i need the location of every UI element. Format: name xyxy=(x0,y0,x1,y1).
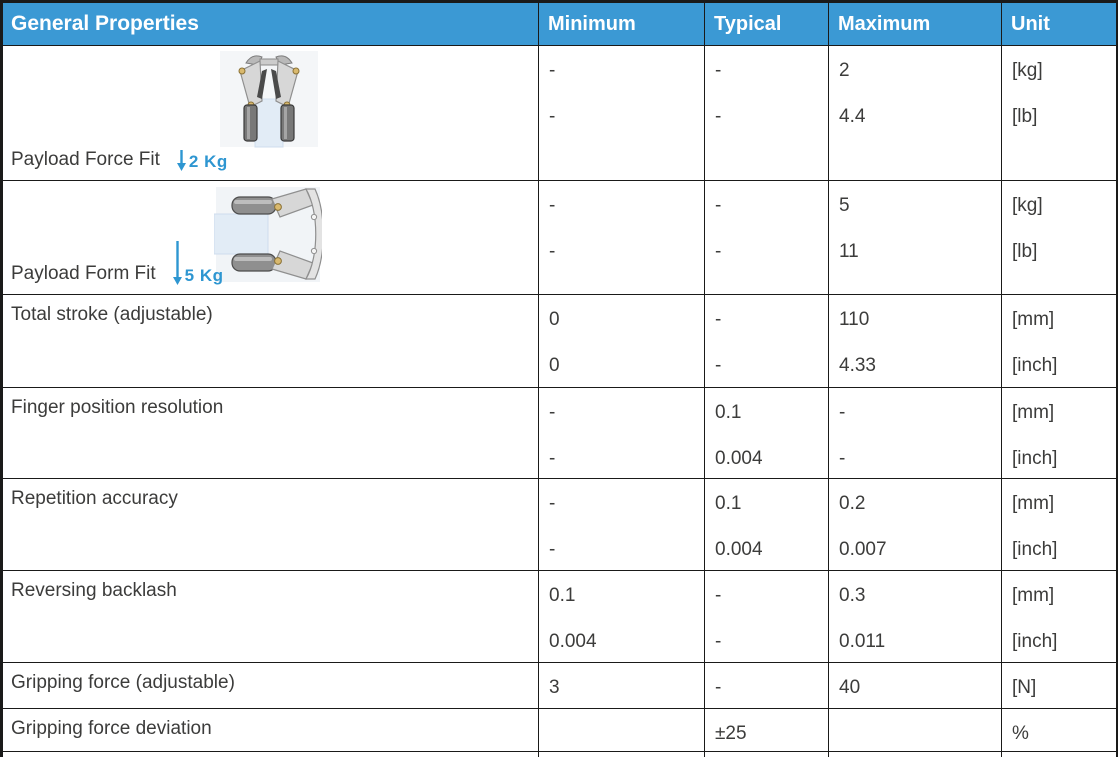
force-fit-min-kg: - xyxy=(549,60,556,81)
row-label-gripping-force-deviation: Gripping force deviation xyxy=(11,718,212,739)
payload-2kg-badge: 2 Kg xyxy=(176,150,228,171)
grip-force-max: 40 xyxy=(839,677,861,698)
finger-res-unit-mm: [mm] xyxy=(1012,402,1055,423)
gripper-form-fit-illustration xyxy=(213,187,324,290)
payload-5kg-label: 5 Kg xyxy=(184,266,224,285)
row-label-reversing-backlash: Reversing backlash xyxy=(11,580,177,601)
form-fit-max-kg: 5 xyxy=(839,195,850,216)
table-row-cutoff-stub xyxy=(3,752,1116,757)
row-label-total-stroke: Total stroke (adjustable) xyxy=(11,304,213,325)
repetition-min-inch: - xyxy=(549,539,556,560)
table-row-finger-position-resolution: Finger position resolution - - 0.1 0.004… xyxy=(3,388,1116,486)
backlash-unit-mm: [mm] xyxy=(1012,585,1055,606)
gripper-force-fit-illustration xyxy=(218,49,320,157)
total-stroke-min-mm: 0 xyxy=(549,309,560,330)
down-arrow-icon xyxy=(176,150,186,171)
force-fit-typ-kg: - xyxy=(715,60,722,81)
table-row-repetition-accuracy: Repetition accuracy - - 0.1 0.004 0.2 0.… xyxy=(3,479,1116,577)
repetition-max-mm: 0.2 xyxy=(839,493,866,514)
down-arrow-icon xyxy=(172,241,182,285)
repetition-typ-inch: 0.004 xyxy=(715,539,763,560)
grip-dev-typ: ±25 xyxy=(715,723,747,744)
form-fit-typ-kg: - xyxy=(715,195,722,216)
total-stroke-max-mm: 110 xyxy=(839,309,870,330)
header-minimum: Minimum xyxy=(538,3,704,45)
header-maximum: Maximum xyxy=(828,3,1001,45)
finger-res-unit-inch: [inch] xyxy=(1012,448,1058,469)
header-general-properties: General Properties xyxy=(3,3,538,45)
form-fit-min-kg: - xyxy=(549,195,556,216)
repetition-unit-mm: [mm] xyxy=(1012,493,1055,514)
table-header-row: General Properties Minimum Typical Maxim… xyxy=(3,3,1116,46)
table-row-payload-form-fit: Payload Form Fit 5 Kg - - - - 5 11 xyxy=(3,181,1116,295)
finger-res-typ-inch: 0.004 xyxy=(715,448,763,469)
force-fit-min-lb: - xyxy=(549,106,556,127)
force-fit-typ-lb: - xyxy=(715,106,722,127)
row-label-payload-form-fit: Payload Form Fit xyxy=(11,263,156,284)
row-label-finger-position-resolution: Finger position resolution xyxy=(11,397,224,418)
backlash-unit-inch: [inch] xyxy=(1012,631,1058,652)
payload-2kg-label: 2 Kg xyxy=(188,152,228,171)
header-unit: Unit xyxy=(1001,3,1116,45)
table-row-reversing-backlash: Reversing backlash 0.1 0.004 - - 0.3 0.0… xyxy=(3,571,1116,669)
row-label-payload-force-fit: Payload Force Fit xyxy=(11,149,160,170)
finger-res-min-inch: - xyxy=(549,448,556,469)
total-stroke-typ-inch: - xyxy=(715,355,722,376)
finger-res-max-inch: - xyxy=(839,448,846,469)
table-row-payload-force-fit: Payload Force Fit 2 Kg - - - - 2 4.4 xyxy=(3,46,1116,181)
finger-res-typ-mm: 0.1 xyxy=(715,402,742,423)
form-fit-unit-kg: [kg] xyxy=(1012,195,1043,216)
total-stroke-unit-inch: [inch] xyxy=(1012,355,1058,376)
backlash-typ-inch: - xyxy=(715,631,722,652)
payload-5kg-badge: 5 Kg xyxy=(172,241,224,285)
repetition-max-inch: 0.007 xyxy=(839,539,887,560)
row-label-gripping-force: Gripping force (adjustable) xyxy=(11,672,235,693)
grip-force-typ: - xyxy=(715,677,722,698)
table-row-gripping-force-deviation: Gripping force deviation ±25 % xyxy=(3,709,1116,757)
form-fit-typ-lb: - xyxy=(715,241,722,262)
total-stroke-min-inch: 0 xyxy=(549,355,560,376)
force-fit-max-kg: 2 xyxy=(839,60,850,81)
finger-res-max-mm: - xyxy=(839,402,846,423)
repetition-typ-mm: 0.1 xyxy=(715,493,742,514)
backlash-min-mm: 0.1 xyxy=(549,585,576,606)
backlash-max-mm: 0.3 xyxy=(839,585,866,606)
force-fit-max-lb: 4.4 xyxy=(839,106,866,127)
force-fit-unit-lb: [lb] xyxy=(1012,106,1038,127)
grip-force-min: 3 xyxy=(549,677,560,698)
header-typical: Typical xyxy=(704,3,828,45)
table-row-gripping-force: Gripping force (adjustable) 3 - 40 [N] xyxy=(3,663,1116,715)
total-stroke-typ-mm: - xyxy=(715,309,722,330)
backlash-min-inch: 0.004 xyxy=(549,631,597,652)
finger-res-min-mm: - xyxy=(549,402,556,423)
grip-force-unit: [N] xyxy=(1012,677,1037,698)
repetition-min-mm: - xyxy=(549,493,556,514)
form-fit-unit-lb: [lb] xyxy=(1012,241,1038,262)
form-fit-max-lb: 11 xyxy=(839,241,859,262)
backlash-typ-mm: - xyxy=(715,585,722,606)
row-label-repetition-accuracy: Repetition accuracy xyxy=(11,488,178,509)
total-stroke-max-inch: 4.33 xyxy=(839,355,876,376)
repetition-unit-inch: [inch] xyxy=(1012,539,1058,560)
grip-dev-min xyxy=(549,715,704,757)
total-stroke-unit-mm: [mm] xyxy=(1012,309,1055,330)
table-row-total-stroke: Total stroke (adjustable) 0 0 - - 110 4.… xyxy=(3,295,1116,393)
grip-dev-max xyxy=(839,715,1001,757)
force-fit-unit-kg: [kg] xyxy=(1012,60,1043,81)
grip-dev-unit: % xyxy=(1012,723,1029,744)
backlash-max-inch: 0.011 xyxy=(839,631,886,652)
form-fit-min-lb: - xyxy=(549,241,556,262)
